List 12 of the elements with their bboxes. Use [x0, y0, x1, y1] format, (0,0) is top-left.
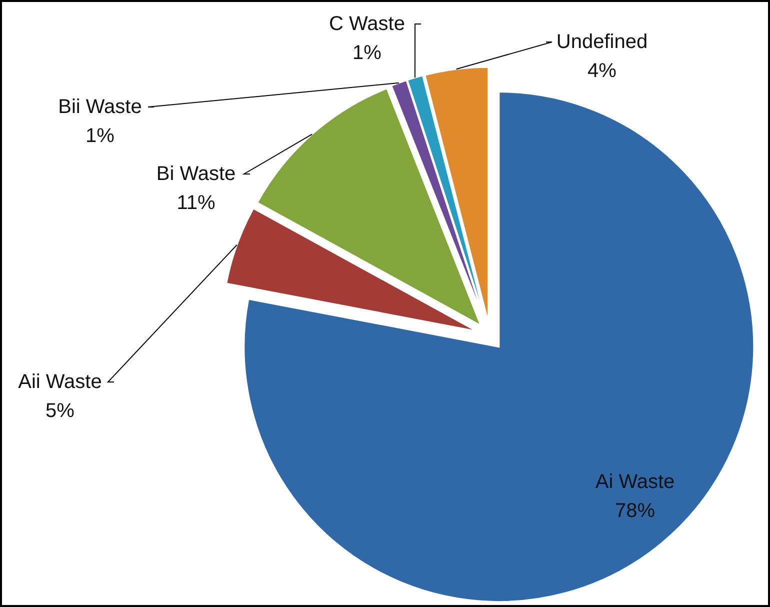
data-label: 5%	[46, 400, 75, 422]
data-label: 11%	[176, 192, 216, 214]
data-label: 78%	[614, 500, 656, 522]
slice-label: Bi Waste	[156, 163, 236, 185]
data-label: 1%	[352, 42, 382, 64]
slice-label: Aii Waste	[18, 371, 102, 393]
slice-label: Bii Waste	[58, 96, 142, 118]
slice-label: C Waste	[329, 13, 405, 35]
data-label: 1%	[86, 125, 115, 147]
slice-label: Undefined	[556, 31, 648, 53]
slice-label: Ai Waste	[595, 471, 675, 493]
data-label: 4%	[588, 60, 617, 82]
